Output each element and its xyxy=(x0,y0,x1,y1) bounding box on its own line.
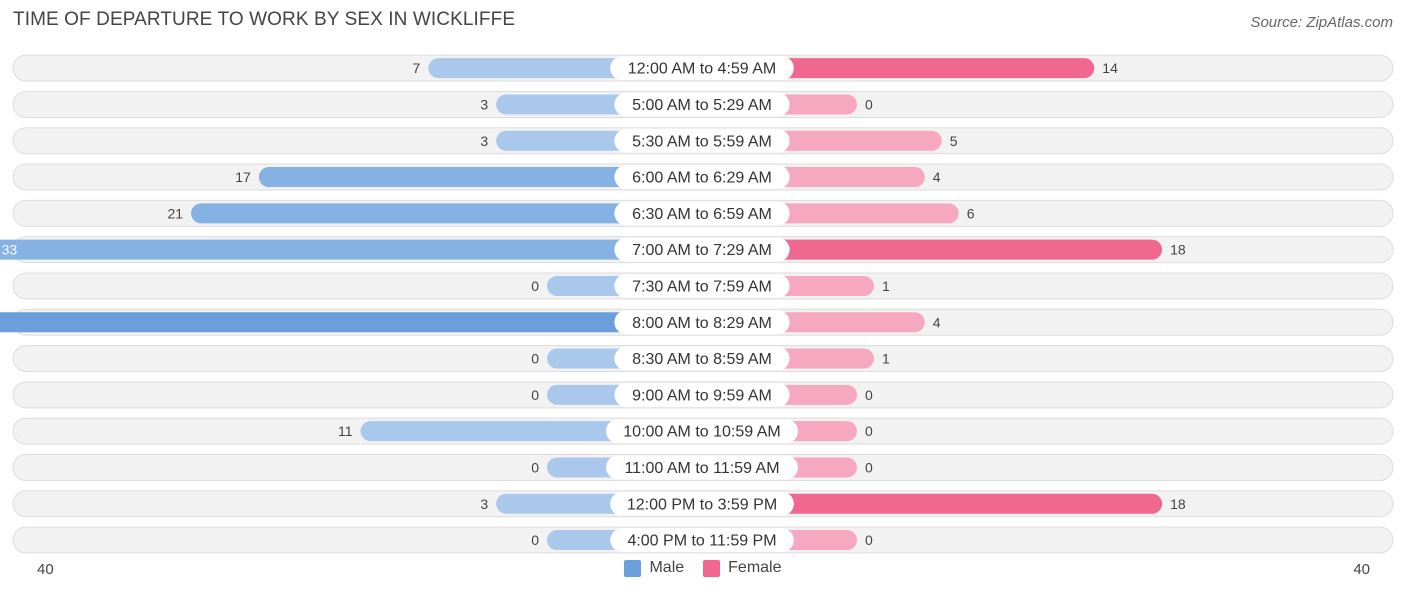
male-bar xyxy=(0,239,702,260)
female-value-label: 18 xyxy=(1170,496,1186,512)
female-value-label: 4 xyxy=(933,169,941,185)
category-pill xyxy=(606,455,798,480)
category-pill xyxy=(614,128,790,153)
category-label: 6:30 AM to 6:59 AM xyxy=(632,206,772,223)
legend-item-male[interactable]: Male xyxy=(624,559,684,577)
male-value-label: 0 xyxy=(531,278,539,294)
female-value-label: 5 xyxy=(950,133,958,149)
female-value-label: 0 xyxy=(865,387,873,403)
category-label: 8:00 AM to 8:29 AM xyxy=(632,315,772,332)
male-value-label: 3 xyxy=(480,96,488,112)
female-value-label: 18 xyxy=(1170,242,1186,258)
category-pill xyxy=(614,346,790,371)
female-value-label: 14 xyxy=(1102,60,1118,76)
legend-male-label: Male xyxy=(649,559,685,576)
male-swatch xyxy=(624,559,642,577)
chart-title: TIME OF DEPARTURE TO WORK BY SEX IN WICK… xyxy=(13,9,516,30)
category-label: 4:00 PM to 11:59 PM xyxy=(627,533,776,550)
category-pill xyxy=(606,419,798,444)
female-value-label: 4 xyxy=(933,314,941,330)
male-value-label: 3 xyxy=(480,496,488,512)
category-pill xyxy=(610,56,794,81)
female-value-label: 1 xyxy=(882,351,890,367)
legend: Male Female xyxy=(0,559,1406,577)
category-pill xyxy=(610,491,794,516)
female-swatch xyxy=(703,559,721,577)
axis-left-label: 40 xyxy=(37,561,54,578)
male-value-label: 0 xyxy=(531,387,539,403)
category-label: 12:00 PM to 3:59 PM xyxy=(627,496,777,513)
male-value-label: 0 xyxy=(531,351,539,367)
category-pill xyxy=(614,273,790,298)
category-label: 7:30 AM to 7:59 AM xyxy=(632,278,772,295)
female-bar xyxy=(702,239,1163,260)
category-label: 7:00 AM to 7:29 AM xyxy=(632,242,772,259)
category-label: 5:00 AM to 5:29 AM xyxy=(632,97,772,114)
legend-item-female[interactable]: Female xyxy=(703,559,782,577)
male-bar xyxy=(0,312,702,333)
female-value-label: 0 xyxy=(865,459,873,475)
category-pill xyxy=(614,237,790,262)
female-value-label: 0 xyxy=(865,96,873,112)
female-bar xyxy=(702,493,1163,514)
category-pill xyxy=(610,528,794,553)
male-value-label: 0 xyxy=(531,532,539,548)
male-value-label: 11 xyxy=(338,423,353,439)
category-label: 11:00 AM to 11:59 AM xyxy=(624,460,779,477)
source-label: Source: ZipAtlas.com xyxy=(1250,14,1393,31)
female-bar xyxy=(702,58,1095,79)
category-label: 8:30 AM to 8:59 AM xyxy=(632,351,772,368)
category-pill xyxy=(614,165,790,190)
category-label: 9:00 AM to 9:59 AM xyxy=(632,387,772,404)
category-pill xyxy=(614,92,790,117)
male-value-label: 7 xyxy=(413,60,421,76)
female-value-label: 6 xyxy=(967,205,975,221)
category-pill xyxy=(614,310,790,335)
category-label: 10:00 AM to 10:59 AM xyxy=(623,424,780,441)
legend-female-label: Female xyxy=(728,559,782,576)
female-value-label: 1 xyxy=(882,278,890,294)
category-label: 12:00 AM to 4:59 AM xyxy=(628,61,777,78)
category-label: 5:30 AM to 5:59 AM xyxy=(632,133,772,150)
category-label: 6:00 AM to 6:29 AM xyxy=(632,170,772,187)
male-value-label: 17 xyxy=(235,169,251,185)
male-value-label: 33 xyxy=(2,242,18,258)
category-pill xyxy=(614,382,790,407)
male-value-label: 0 xyxy=(531,459,539,475)
category-pill xyxy=(614,201,790,226)
male-value-label: 3 xyxy=(480,133,488,149)
female-value-label: 0 xyxy=(865,532,873,548)
male-bar xyxy=(191,203,703,224)
male-value-label: 21 xyxy=(167,205,183,221)
female-value-label: 0 xyxy=(865,423,873,439)
axis-right-label: 40 xyxy=(1353,561,1370,578)
male-bar xyxy=(258,167,702,188)
